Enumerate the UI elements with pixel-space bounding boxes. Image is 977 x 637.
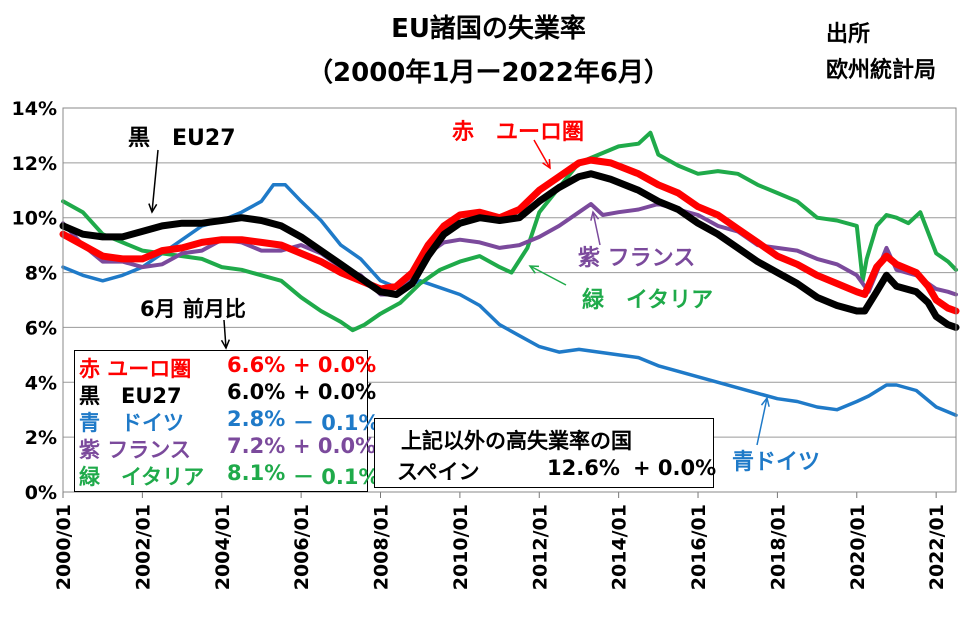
- summary-row-change: － 0.1%: [293, 465, 380, 489]
- x-tick-label: 2014/01: [609, 504, 631, 590]
- summary-header: 6月 前月比: [140, 297, 246, 321]
- spain-change: + 0.0%: [633, 456, 717, 480]
- annotation-arrowhead: [220, 339, 231, 350]
- y-tick-label: 4%: [25, 372, 57, 394]
- chart-subtitle: （2000年1月ー2022年6月）: [307, 58, 670, 88]
- x-tick-label: 2012/01: [529, 504, 551, 590]
- label-eurozone: 赤 ユーロ圏: [452, 120, 585, 145]
- series-line: [59, 156, 960, 315]
- series-line: [61, 130, 958, 333]
- summary-row-label: 青 ドイツ: [79, 411, 184, 435]
- y-tick-label: 12%: [12, 153, 57, 175]
- x-tick-label: 2020/01: [847, 504, 869, 590]
- summary-row-value: 6.0%: [227, 380, 286, 404]
- annotation-arrow: [533, 139, 551, 169]
- annotation-arrow: [151, 149, 159, 213]
- spain-box: 上記以外の高失業率の国 スペイン 12.6% + 0.0%: [374, 418, 717, 488]
- annotation-arrow: [529, 265, 567, 286]
- annotation-arrow: [223, 319, 227, 349]
- y-tick-label: 6%: [25, 317, 57, 339]
- summary-row-label: 赤 ユーロ圏: [79, 357, 192, 381]
- summary-row-label: 緑 イタリア: [79, 465, 205, 489]
- y-axis-ticks: 0% 2% 4% 6% 8% 10% 12% 14%: [12, 98, 57, 504]
- summary-row-value: 2.8%: [227, 407, 286, 431]
- spain-label: スペイン: [397, 460, 480, 484]
- label-germany: 青ドイツ: [732, 450, 821, 475]
- summary-row-value: 6.6%: [227, 353, 286, 377]
- annotation-arrowhead: [542, 158, 551, 170]
- y-tick-label: 8%: [25, 263, 57, 285]
- summary-box: 赤 ユーロ圏 6.6% + 0.0% 黒 EU27 6.0% + 0.0% 青 …: [74, 350, 380, 492]
- y-tick-label: 14%: [12, 98, 57, 120]
- x-axis-ticks: 2000/01 2002/01 2004/01 2006/01 2008/01 2010/…: [53, 492, 948, 590]
- x-tick-label: 2002/01: [132, 504, 154, 590]
- summary-row-change: + 0.0%: [293, 380, 377, 404]
- summary-row-value: 7.2%: [227, 434, 286, 458]
- x-tick-label: 2008/01: [371, 504, 393, 590]
- summary-row-change: + 0.0%: [293, 353, 377, 377]
- y-tick-label: 0%: [25, 482, 57, 504]
- x-tick-label: 2010/01: [450, 504, 472, 590]
- label-france: 紫 フランス: [578, 246, 696, 271]
- annotation-arrowhead: [760, 396, 770, 407]
- annotation-arrow: [756, 397, 768, 446]
- series-lines: [59, 130, 960, 417]
- spain-header: 上記以外の高失業率の国: [401, 429, 632, 453]
- summary-row-value: 8.1%: [227, 461, 286, 485]
- x-tick-label: 2016/01: [688, 504, 710, 590]
- x-tick-label: 2000/01: [53, 504, 75, 590]
- chart-title: EU諸国の失業率: [391, 14, 586, 44]
- y-tick-label: 2%: [25, 427, 57, 449]
- label-italy: 緑 イタリア: [582, 288, 714, 313]
- spain-value: 12.6%: [547, 456, 620, 480]
- annotation-arrowhead: [148, 203, 158, 214]
- summary-row-label: 紫 フランス: [79, 438, 191, 462]
- label-eu27: 黒 EU27: [128, 126, 236, 151]
- summary-row-change: － 0.1%: [293, 411, 380, 435]
- source-name: 欧州統計局: [826, 58, 937, 83]
- y-tick-label: 10%: [12, 208, 57, 230]
- x-tick-label: 2006/01: [291, 504, 313, 590]
- series-line: [59, 170, 960, 331]
- source-label: 出所: [826, 22, 871, 47]
- annotation-arrowhead: [528, 265, 540, 274]
- annotation-arrows: [148, 139, 770, 446]
- plot-frame: [62, 107, 957, 493]
- x-tick-label: 2018/01: [767, 504, 789, 590]
- x-tick-label: 2022/01: [926, 504, 948, 590]
- summary-row-change: + 0.0%: [293, 434, 377, 458]
- summary-row-label: 黒 EU27: [79, 384, 182, 408]
- x-tick-label: 2004/01: [212, 504, 234, 590]
- annotation-arrow: [592, 211, 601, 246]
- annotation-arrowhead: [590, 210, 600, 221]
